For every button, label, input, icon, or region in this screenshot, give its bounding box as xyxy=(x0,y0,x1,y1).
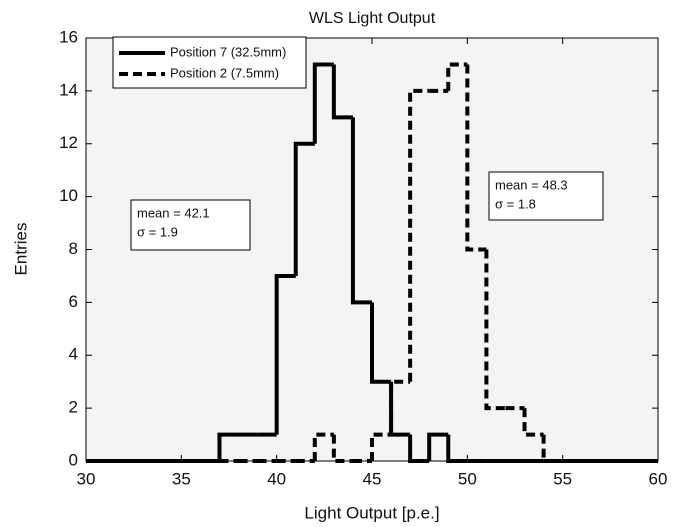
x-axis-label: Light Output [p.e.] xyxy=(304,503,439,522)
legend-label: Position 7 (32.5mm) xyxy=(170,44,286,59)
histogram-step xyxy=(370,302,392,384)
histogram-step xyxy=(350,117,372,305)
y-tick-label: 14 xyxy=(59,80,78,99)
histogram-step xyxy=(331,64,353,120)
histogram-step xyxy=(522,408,544,437)
annotation-text: σ = 1.9 xyxy=(137,224,178,239)
y-tick-label: 6 xyxy=(69,292,78,311)
y-tick-label: 4 xyxy=(69,345,78,364)
x-tick-label: 55 xyxy=(553,469,572,488)
legend-label: Position 2 (7.5mm) xyxy=(170,65,279,80)
x-tick-label: 30 xyxy=(77,469,96,488)
histogram-step xyxy=(446,62,468,91)
annotation-text: σ = 1.8 xyxy=(495,196,536,211)
histogram-step xyxy=(312,62,334,144)
y-tick-label: 12 xyxy=(59,133,78,152)
histogram-step xyxy=(370,432,392,461)
annotation-box xyxy=(130,199,251,251)
annotation-text: mean = 42.1 xyxy=(137,205,210,220)
histogram-step xyxy=(217,432,239,461)
y-tick-label: 16 xyxy=(59,27,78,46)
chart-title: WLS Light Output xyxy=(309,10,436,27)
histogram-step xyxy=(465,64,487,252)
histogram-step xyxy=(389,379,411,435)
histogram-step xyxy=(312,432,334,461)
histogram-step xyxy=(274,273,296,435)
x-tick-label: 50 xyxy=(458,469,477,488)
y-tick-label: 8 xyxy=(69,239,78,258)
y-tick-label: 0 xyxy=(69,450,78,469)
x-tick-label: 60 xyxy=(649,469,668,488)
legend-box xyxy=(112,36,307,89)
x-tick-label: 45 xyxy=(363,469,382,488)
legend: Position 7 (32.5mm) Position 2 (7.5mm) xyxy=(112,36,307,89)
plot-frame xyxy=(85,37,659,462)
x-tick-label: 35 xyxy=(172,469,191,488)
histogram-step xyxy=(541,434,563,463)
histogram-step xyxy=(293,141,315,276)
annotation-text: mean = 48.3 xyxy=(495,177,568,192)
y-axis-label: Entries xyxy=(11,223,30,276)
x-tick-label: 40 xyxy=(267,469,286,488)
histogram-step xyxy=(331,434,353,463)
y-tick-label: 2 xyxy=(69,398,78,417)
annotation-box xyxy=(488,171,604,221)
histogram-step xyxy=(484,249,506,411)
y-tick-label: 10 xyxy=(59,186,78,205)
histogram-step xyxy=(427,432,449,461)
